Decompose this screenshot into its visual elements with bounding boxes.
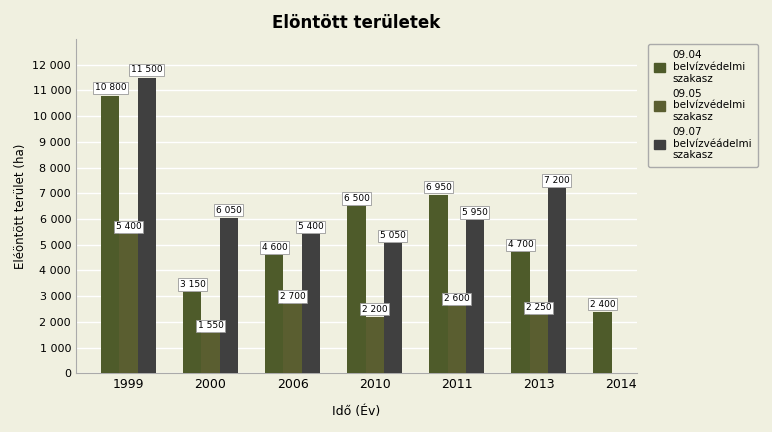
Title: Elöntött területek: Elöntött területek [273,14,441,32]
Bar [347,206,365,373]
Text: 2 200: 2 200 [362,305,388,314]
Text: 6 050: 6 050 [215,206,242,215]
Bar [466,220,483,373]
Text: 2 600: 2 600 [444,294,469,303]
Bar [547,188,566,373]
Bar [384,244,401,373]
Text: 4 600: 4 600 [262,243,287,252]
Bar [302,235,320,373]
Text: 2 400: 2 400 [590,299,615,308]
Text: 10 800: 10 800 [95,83,127,92]
Bar [137,78,156,373]
Text: 4 700: 4 700 [508,240,533,249]
Text: 5 950: 5 950 [462,208,488,217]
Bar [594,311,611,373]
Bar [512,252,530,373]
Bar [530,315,547,373]
X-axis label: Idő (Év): Idő (Év) [333,405,381,418]
Text: 6 950: 6 950 [425,183,452,191]
Text: 6 500: 6 500 [344,194,370,203]
Text: 5 050: 5 050 [380,232,405,240]
Text: 2 700: 2 700 [279,292,306,301]
Bar [266,255,283,373]
Bar [201,334,219,373]
Text: 7 200: 7 200 [543,176,570,185]
Bar [365,317,384,373]
Text: 11 500: 11 500 [130,66,162,74]
Bar [429,194,448,373]
Bar [184,292,201,373]
Text: 5 400: 5 400 [116,222,141,232]
Bar [219,218,238,373]
Legend: 09.04
belvízvédelmi
szakasz, 09.05
belvízvédelmi
szakasz, 09.07
belvízvéádelmi
s: 09.04 belvízvédelmi szakasz, 09.05 belví… [648,44,758,167]
Bar [120,235,137,373]
Text: 3 150: 3 150 [180,280,205,289]
Text: 5 400: 5 400 [298,222,323,232]
Y-axis label: Eléöntött terület (ha): Eléöntött terület (ha) [14,143,27,269]
Text: 2 250: 2 250 [526,303,551,312]
Bar [448,306,466,373]
Text: 1 550: 1 550 [198,321,223,330]
Bar [101,95,120,373]
Bar [283,304,302,373]
